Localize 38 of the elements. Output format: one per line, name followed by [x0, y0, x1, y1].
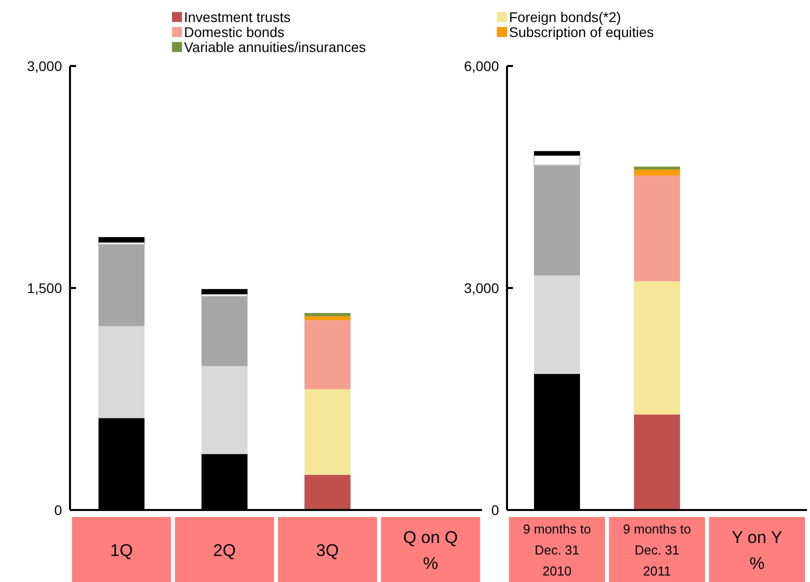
y-tick-label: 1,500	[26, 280, 62, 296]
x-tick-label: 2Q	[213, 540, 236, 560]
y-tick-label: 6,000	[464, 58, 500, 74]
bar	[304, 320, 350, 390]
y-tick-label: 3,000	[26, 58, 62, 74]
bar	[534, 165, 580, 276]
legend-label: Domestic bonds	[184, 24, 284, 40]
bar	[98, 244, 144, 326]
bar	[98, 326, 144, 418]
bar	[634, 166, 680, 170]
bar	[304, 389, 350, 475]
bar	[202, 289, 248, 294]
bar	[304, 316, 350, 320]
bar	[634, 281, 680, 415]
bar	[201, 294, 248, 297]
y-tick-label: 3,000	[464, 280, 500, 296]
legend-label: Subscription of equities	[509, 24, 654, 40]
bar	[534, 275, 580, 374]
y-tick-label: 0	[491, 502, 500, 518]
bar	[304, 313, 350, 316]
bar	[202, 296, 248, 366]
legend-label: Variable annuities/insurances	[184, 39, 366, 55]
bar	[304, 474, 350, 510]
y-tick-label: 0	[54, 502, 62, 518]
x-tick-label: 9 months to Dec. 31 2010	[523, 522, 591, 579]
legend-label: Foreign bonds(*2)	[509, 9, 622, 25]
bar	[634, 170, 680, 176]
bar	[98, 237, 144, 242]
x-tick-label: Y on Y %	[732, 528, 782, 573]
x-tick-label: Q on Q %	[403, 528, 458, 573]
legend-label: Investment trusts	[184, 9, 291, 25]
x-tick-label: 1Q	[110, 540, 133, 560]
x-tick-label: 3Q	[316, 540, 339, 560]
bar	[534, 155, 580, 166]
x-tick-label: 9 months to Dec. 31 2011	[623, 522, 691, 579]
bar	[634, 414, 680, 510]
bar	[634, 176, 680, 282]
bar	[202, 366, 248, 454]
